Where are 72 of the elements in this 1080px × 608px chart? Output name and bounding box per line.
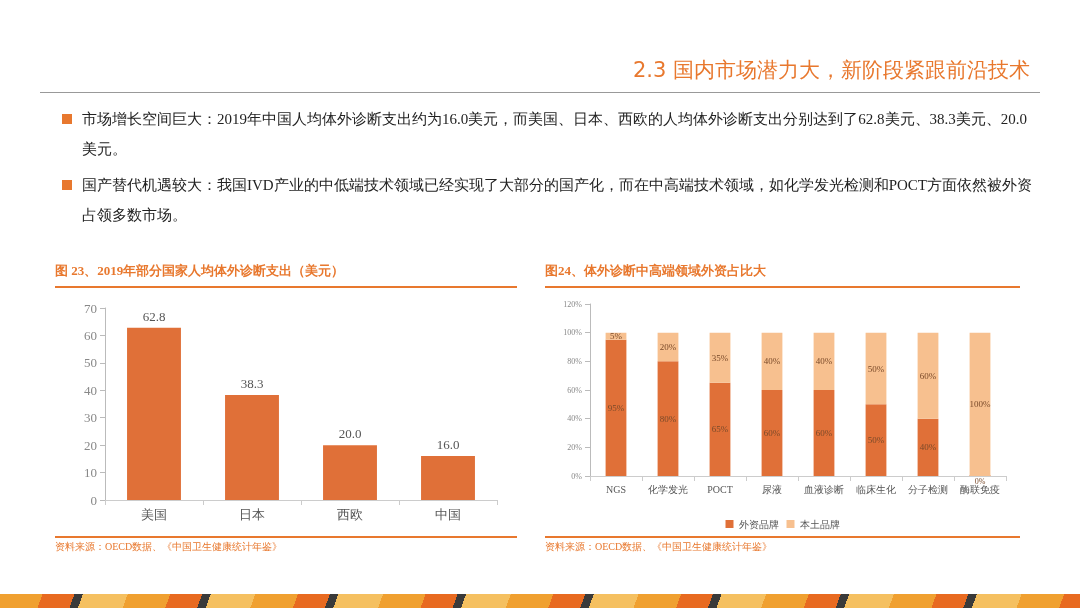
data-label: 80% [659, 413, 677, 424]
x-tick-label: 美国 [141, 507, 167, 522]
y-tick-label: 50 [84, 355, 97, 371]
data-label: 62.8 [142, 308, 166, 324]
bar [917, 332, 939, 419]
legend-label: 外资品牌 [738, 518, 779, 530]
text: 国产替代机遇较大：我国IVD产业的中低端技术领域已经实现了大部分的国产化，而在中高端技术领域，如化学发光检测和POCT方面依然被外资占领多数市场。 [81, 176, 1033, 225]
x-tick-label: POCT [707, 483, 733, 495]
x-tick-label: 尿液 [762, 483, 782, 495]
bar [323, 445, 377, 500]
bar [421, 456, 475, 500]
x-tick-label: 临床生化 [856, 483, 896, 495]
x-tick-label: 中国 [435, 507, 461, 522]
x-tick-label: 血液诊断 [804, 483, 844, 495]
text: 市场增长空间巨大：2019年中国人均体外诊断支出约为16.0美元，而美国、日本、西欧的人均体外诊断支出分别达到了62.8美元、38.3美元、20.0美元。 [81, 110, 1028, 159]
bar [917, 418, 939, 476]
data-label: 95% [607, 402, 625, 413]
data-label: 0% [974, 476, 986, 486]
x-tick-label: 化学发光 [648, 483, 688, 495]
data-label: 60% [815, 428, 833, 438]
bar [761, 332, 783, 390]
bar [813, 332, 835, 390]
bar [709, 382, 731, 476]
chart-title: 图24、体外诊断中高端领域外资占比大 [545, 262, 1020, 288]
y-tick-label: 0 [90, 492, 97, 508]
bar [761, 390, 783, 476]
data-label: 50% [867, 363, 885, 374]
x-tick-label: 分子检测 [908, 483, 948, 495]
bar [865, 404, 887, 476]
data-label: 40% [815, 356, 833, 367]
bar [657, 361, 679, 476]
data-label: 38.3 [240, 375, 264, 391]
bar [813, 390, 835, 476]
y-tick-label: 60 [84, 327, 97, 343]
data-label: 20% [659, 342, 677, 352]
data-label: 65% [711, 424, 729, 435]
y-tick-label: 120% [563, 299, 583, 309]
bar [865, 332, 887, 405]
y-tick-label: 0% [571, 471, 583, 481]
data-label: 20.0 [338, 426, 362, 442]
y-tick-label: 70 [84, 300, 97, 316]
x-tick-label: 日本 [239, 507, 265, 522]
data-label: 40% [763, 356, 781, 367]
y-tick-label: 100% [563, 328, 583, 338]
x-tick-label: NGS [605, 483, 627, 495]
y-tick-label: 10 [84, 465, 97, 481]
data-label: 5% [610, 331, 623, 342]
data-label: 35% [711, 352, 729, 363]
y-tick-label: 40% [567, 414, 583, 424]
text: 资料来源：OECD数据、《中国卫生健康统计年鉴》 [55, 540, 284, 554]
x-tick-label: 酶联免疫 [960, 483, 1000, 495]
bar [605, 339, 627, 476]
chart-title: 图 23、2019年部分国家人均体外诊断支出（美元） [55, 262, 517, 288]
x-tick-label: 西欧 [337, 507, 363, 522]
text: 资料来源：OECD数据、《中国卫生健康统计年鉴》 [545, 540, 774, 554]
data-label: 50% [867, 435, 885, 446]
data-label: 100% [969, 399, 991, 410]
data-label: 40% [919, 442, 937, 453]
bar [225, 394, 279, 500]
data-label: 60% [919, 370, 937, 381]
y-tick-label: 60% [567, 385, 583, 395]
text: 2.3 国内市场潜力大，新阶段紧跟前沿技术 [632, 57, 1030, 84]
y-tick-label: 40 [84, 382, 97, 398]
y-tick-label: 20 [84, 437, 97, 453]
y-tick-label: 80% [567, 356, 583, 366]
bar [969, 332, 991, 476]
y-tick-label: 20% [567, 442, 583, 452]
bar [127, 327, 181, 500]
data-label: 60% [763, 428, 781, 438]
data-label: 16.0 [436, 437, 460, 453]
legend-label: 本土品牌 [799, 518, 840, 530]
y-tick-label: 30 [84, 410, 97, 426]
